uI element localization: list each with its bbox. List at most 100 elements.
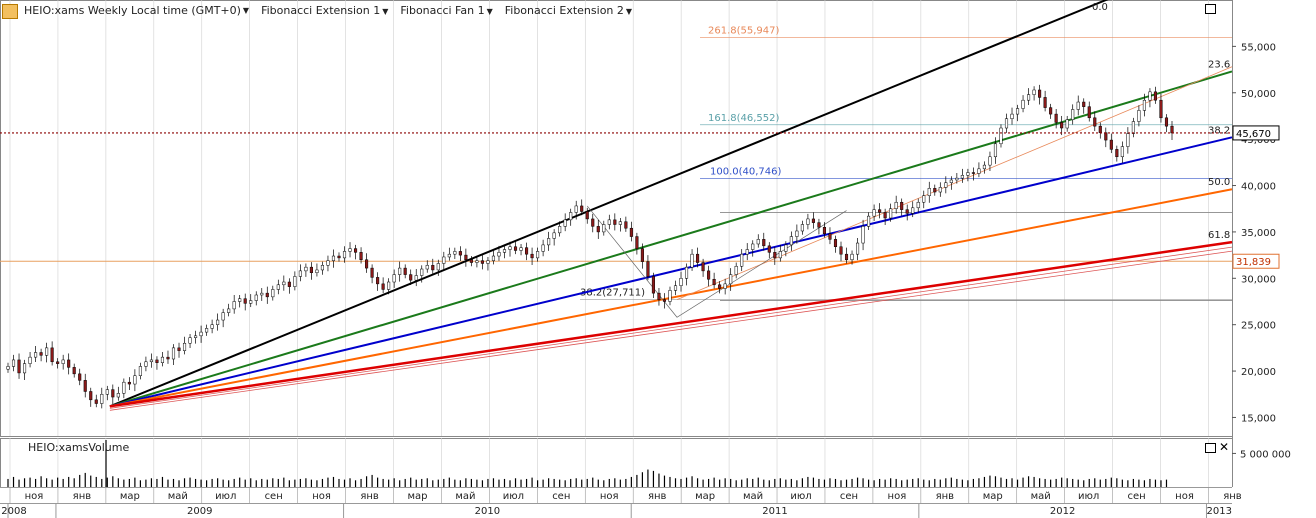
candle-body (1148, 91, 1152, 101)
x-tick-label-month: май (743, 491, 763, 502)
fib-fan-level-label: 0.0 (1092, 2, 1108, 13)
candle-body (569, 212, 573, 221)
candle-body (960, 175, 964, 179)
candle-body (138, 366, 142, 376)
fib-fan-level-label: 50.0 (1208, 177, 1230, 188)
candle-body (287, 281, 291, 287)
candle-body (773, 252, 777, 259)
x-tick-label-year: 2010 (475, 506, 500, 517)
candle-body (762, 239, 766, 247)
study-fibonacci-fan-1[interactable]: Fibonacci Fan 1 ▼ (400, 3, 493, 17)
candle-body (668, 290, 672, 302)
candle-body (127, 381, 131, 385)
candle-body (1120, 146, 1124, 158)
y-tick-label: 20,000 (1241, 367, 1276, 378)
x-tick-label-year: 2008 (1, 506, 26, 517)
x-tick-label-month: мар (120, 491, 140, 502)
study-fibonacci-extension-1[interactable]: Fibonacci Extension 1 ▼ (261, 3, 389, 17)
candle-body (525, 247, 529, 255)
fib-fan-level-label: 38.2 (1208, 125, 1230, 136)
candle-body (265, 292, 269, 298)
candle-body (618, 221, 622, 225)
candle-body (1082, 101, 1086, 107)
candle-body (502, 249, 507, 253)
candle-body (83, 380, 87, 392)
close-icon[interactable]: ✕ (1219, 440, 1230, 454)
candle-body (993, 143, 998, 158)
candle-body (1115, 149, 1119, 158)
candle-body (734, 265, 738, 275)
fib-extension-zigzag (586, 205, 847, 318)
y-tick-label: 15,000 (1241, 413, 1276, 424)
candle-body (602, 224, 606, 233)
candle-body (1093, 117, 1097, 127)
maximize-icon[interactable] (1205, 4, 1216, 14)
candle-body (596, 226, 600, 233)
fib-fan-line (109, 136, 1233, 408)
candle-body (227, 308, 231, 313)
candle-body (718, 284, 722, 289)
x-tick-label-month: янв (648, 491, 667, 502)
study-fibonacci-extension-2[interactable]: Fibonacci Extension 2 ▼ (504, 3, 633, 17)
x-tick-label-year: 2013 (1207, 506, 1232, 517)
candle-body (22, 363, 27, 374)
candle-body (497, 252, 501, 257)
chevron-down-icon[interactable]: ▼ (242, 5, 250, 15)
candle-body (707, 270, 711, 280)
x-tick-label-month: май (1031, 491, 1051, 502)
chevron-down-icon[interactable]: ▼ (625, 6, 633, 16)
y-tick-label: 30,000 (1241, 274, 1276, 285)
candle-body (657, 292, 661, 300)
current-price-box (1232, 125, 1280, 141)
candle-body (1087, 106, 1091, 119)
candle-body (624, 221, 628, 229)
candle-body (646, 261, 650, 277)
candle-body (442, 256, 446, 264)
candle-body (486, 260, 490, 264)
candle-body (530, 253, 534, 259)
candle-body (436, 263, 440, 271)
price-panel (0, 0, 1233, 437)
candle-body (34, 352, 38, 358)
x-tick-label-month: ноя (1175, 491, 1194, 502)
candle-body (447, 253, 451, 258)
candle-body (751, 243, 755, 250)
candle-body (839, 246, 843, 255)
candle-body (194, 335, 198, 338)
candle-body (916, 201, 920, 209)
candle-body (1071, 109, 1075, 120)
candle-body (822, 227, 827, 235)
maximize-icon[interactable] (1205, 443, 1216, 453)
fib-fan-line (109, 240, 1233, 408)
candle-body (844, 253, 849, 260)
fib-extension-label: 38.2(27,711) (580, 288, 645, 299)
volume-panel (0, 438, 1233, 488)
symbol-label[interactable]: HEIO:xams Weekly Local time (GMT+0) (24, 3, 241, 17)
fib-fan-line (109, 70, 1233, 408)
candle-body (850, 253, 854, 260)
chevron-down-icon[interactable]: ▼ (382, 6, 389, 16)
candle-body (1032, 89, 1036, 95)
candle-body (271, 289, 275, 298)
candle-body (690, 253, 694, 268)
candle-body (640, 248, 644, 262)
candle-body (160, 356, 165, 363)
candle-body (817, 222, 821, 228)
volume-panel-title: HEIO:xamsVolume (28, 441, 130, 454)
fib-extension-label: 161.8(46,552) (708, 113, 780, 124)
candle-body (1142, 99, 1146, 111)
candle-body (171, 347, 176, 360)
candle-body (353, 248, 358, 253)
candle-body (1060, 122, 1064, 129)
x-tick-label-month: сен (265, 491, 283, 502)
candle-body (872, 209, 876, 217)
chevron-down-icon[interactable]: ▼ (486, 6, 493, 16)
fib-fan-level-label: 23.6 (1208, 59, 1230, 70)
candle-body (205, 328, 209, 333)
candle-body (861, 226, 865, 244)
candle-body (1131, 121, 1135, 134)
y-tick-label: 35,000 (1241, 228, 1276, 239)
candle-body (662, 299, 667, 302)
